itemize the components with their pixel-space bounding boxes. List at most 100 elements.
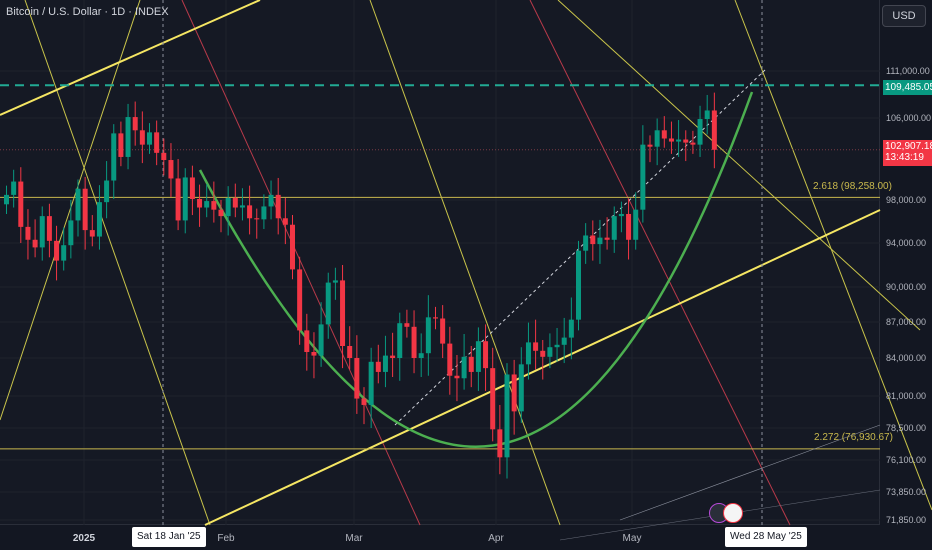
current-price-value: 102,907.18 [885, 141, 932, 152]
channel-line [0, 0, 141, 421]
candle [676, 120, 682, 157]
candle [440, 305, 446, 358]
candle [275, 177, 281, 235]
candle [39, 206, 45, 261]
candle [626, 198, 632, 260]
candle [68, 200, 74, 259]
candle [247, 185, 253, 235]
crosshair-date-left: Sat 18 Jan '25 [132, 527, 206, 547]
candle [332, 267, 338, 300]
candle [161, 138, 167, 176]
candle [154, 120, 160, 166]
candle [533, 319, 539, 370]
candle [96, 185, 102, 250]
candle [454, 355, 460, 402]
candle [168, 143, 174, 197]
candle [297, 256, 303, 345]
currency-button[interactable]: USD [882, 5, 926, 27]
y-tick-label: 94,000.00 [886, 238, 926, 248]
candle [411, 310, 417, 374]
candle [104, 161, 110, 219]
cup-curve [198, 91, 754, 448]
candle [25, 209, 31, 260]
candle [704, 94, 710, 135]
candle [475, 327, 481, 391]
x-tick-label: Mar [345, 533, 363, 544]
candle [225, 186, 231, 236]
channel-line [557, 0, 921, 331]
y-tick-label: 78,500.00 [886, 423, 926, 433]
candle [540, 340, 546, 380]
candle [640, 125, 646, 223]
crosshair-date-right: Wed 28 May '25 [725, 527, 807, 547]
candle [547, 333, 553, 369]
candle [290, 215, 295, 280]
candle [318, 302, 324, 367]
candle [368, 347, 374, 428]
x-tick-label: May [623, 533, 642, 544]
candle [583, 223, 589, 264]
candle [483, 324, 489, 391]
candle [54, 225, 60, 281]
x-tick-label: Apr [488, 533, 504, 544]
x-tick-label: Feb [217, 533, 235, 544]
channel-line [369, 0, 561, 526]
x-tick-label: 2025 [73, 533, 96, 544]
candle [132, 101, 138, 146]
y-tick-label: 84,000.00 [886, 353, 926, 363]
candle [147, 123, 152, 154]
candle [75, 179, 81, 237]
candle [261, 194, 267, 230]
candle [118, 121, 124, 167]
candle [18, 167, 24, 243]
red-trendline [529, 0, 791, 526]
key-level-label: 109,485.05 [883, 80, 932, 95]
candle [697, 105, 703, 157]
countdown-timer: 13:43:19 [885, 152, 924, 163]
y-tick-label: 81,000.00 [886, 391, 926, 401]
chart-title: Bitcoin / U.S. Dollar · 1D · INDEX [6, 6, 169, 18]
candle [32, 219, 38, 258]
candle [4, 185, 9, 214]
candle [647, 135, 653, 163]
candle [497, 404, 503, 475]
candle [175, 159, 181, 231]
candle [189, 165, 195, 216]
y-tick-label: 87,000.00 [886, 317, 926, 327]
candle [197, 184, 203, 227]
candle [232, 183, 238, 218]
candle [447, 326, 453, 395]
candle [282, 197, 288, 245]
candle [218, 200, 224, 233]
candle [690, 130, 696, 154]
candle [125, 103, 131, 170]
candle [511, 359, 517, 435]
candle [611, 206, 617, 253]
candle [554, 328, 560, 362]
y-tick-label: 73,850.00 [886, 487, 926, 497]
candle [683, 130, 689, 162]
candle [504, 363, 510, 479]
fib-lower-label: 2.272 (76,930.67) [814, 432, 893, 443]
candle [311, 332, 317, 379]
candle [182, 168, 188, 234]
candle [211, 181, 217, 223]
candle [375, 344, 381, 384]
candle [254, 208, 260, 239]
candle [347, 326, 353, 370]
candle [590, 220, 596, 261]
candle [304, 313, 310, 371]
candle [668, 121, 674, 154]
candle [340, 265, 346, 369]
y-tick-label: 90,000.00 [886, 282, 926, 292]
candle [397, 312, 403, 381]
candle [468, 346, 474, 388]
fib-upper-label: 2.618 (98,258.00) [813, 181, 892, 192]
us-flag-icon[interactable] [723, 503, 743, 523]
candle [111, 124, 117, 199]
y-tick-label: 76,100.00 [886, 455, 926, 465]
candle [425, 295, 431, 376]
minor-trendline [619, 424, 881, 521]
